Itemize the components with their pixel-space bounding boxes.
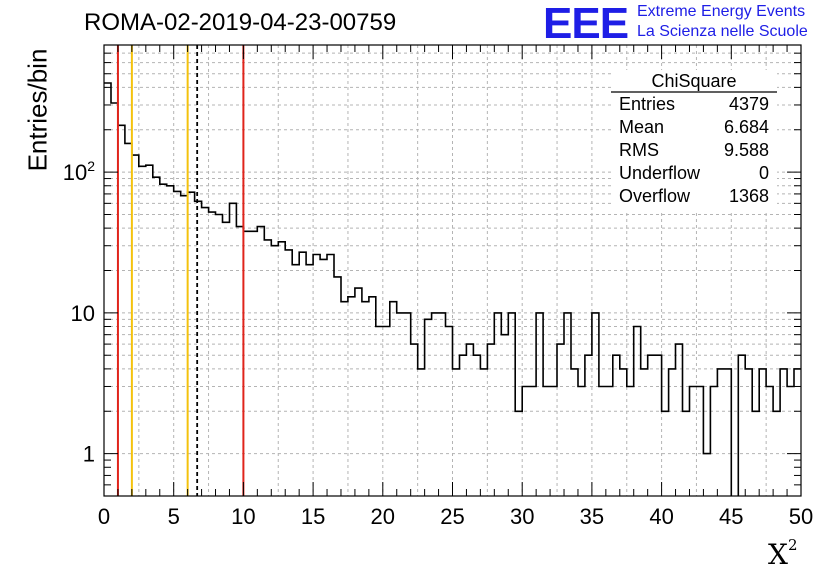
x-tick-label: 20 bbox=[371, 504, 395, 529]
x-tick-label: 45 bbox=[719, 504, 743, 529]
stats-row-label: Overflow bbox=[619, 186, 691, 206]
x-tick-label: 50 bbox=[789, 504, 813, 529]
histogram-series bbox=[104, 82, 801, 496]
chart-title: ROMA-02-2019-04-23-00759 bbox=[84, 9, 397, 36]
x-tick-label: 30 bbox=[510, 504, 534, 529]
stats-box-title: ChiSquare bbox=[651, 71, 736, 91]
x-tick-label: 10 bbox=[231, 504, 255, 529]
eee-logo: EEE bbox=[543, 0, 629, 48]
x-tick-label: 40 bbox=[649, 504, 673, 529]
stats-box: ChiSquare Entries 4379 Mean 6.684 RMS 9.588 Und… bbox=[611, 70, 777, 210]
stats-row-value: 6.684 bbox=[724, 117, 769, 137]
stats-row-label: Mean bbox=[619, 117, 664, 137]
stats-box-background bbox=[611, 70, 777, 210]
stats-row-label: RMS bbox=[619, 140, 659, 160]
x-tick-label: 5 bbox=[168, 504, 180, 529]
y-tick-label: 10 bbox=[71, 301, 95, 326]
x-axis-label: X2 bbox=[768, 536, 798, 571]
x-tick-label: 35 bbox=[580, 504, 604, 529]
stats-row-label: Underflow bbox=[619, 163, 701, 183]
logo-line-2: La Scienza nelle Scuole bbox=[637, 23, 808, 40]
logo-line-1: Extreme Energy Events bbox=[637, 3, 806, 20]
x-tick-label: 25 bbox=[440, 504, 464, 529]
stats-row-value: 9.588 bbox=[724, 140, 769, 160]
x-tick-label: 0 bbox=[98, 504, 110, 529]
stats-row-value: 4379 bbox=[729, 94, 769, 114]
stats-row-value: 1368 bbox=[729, 186, 769, 206]
stats-row-label: Entries bbox=[619, 94, 675, 114]
y-axis-label: Entries/bin bbox=[22, 48, 53, 172]
x-tick-label: 15 bbox=[301, 504, 325, 529]
y-tick-label: 1 bbox=[83, 442, 95, 467]
y-tick-label: 102 bbox=[63, 158, 95, 185]
stats-row-value: 0 bbox=[759, 163, 769, 183]
